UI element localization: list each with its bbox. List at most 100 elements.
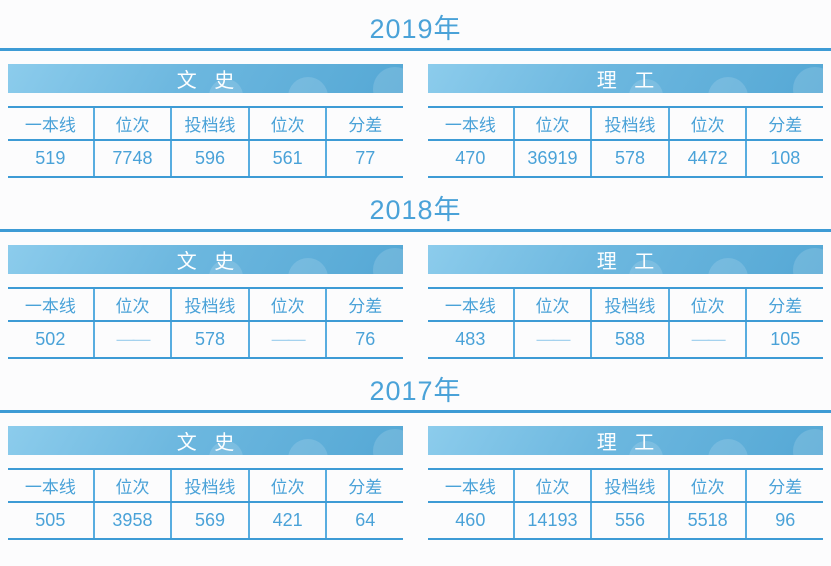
category-title: 理 工 [596, 70, 661, 92]
bubble-decoration [629, 260, 664, 274]
bubble-decoration [629, 79, 664, 93]
value-cell: 5518 [670, 503, 748, 538]
score-table-liberal-arts: 文 史 一本线 位次 投档线 位次 分差 505 3958 569 421 64 [8, 426, 403, 540]
year-section-2017: 2017年 文 史 一本线 位次 投档线 位次 分差 505 3958 [0, 362, 831, 540]
column-header-cell: 分差 [348, 116, 383, 135]
value-cell: 105 [770, 329, 801, 349]
value-cell: 470 [428, 141, 515, 176]
category-title: 理 工 [596, 432, 661, 454]
column-header-cell: 位次 [670, 108, 748, 139]
column-header-cell: 位次 [670, 289, 748, 320]
score-grid: 一本线 位次 投档线 位次 分差 460 14193 556 5518 96 [428, 468, 823, 540]
category-header-bar: 文 史 [8, 426, 403, 455]
bubble-decoration [373, 67, 403, 93]
header-row: 一本线 位次 投档线 位次 分差 [8, 108, 403, 141]
value-row: 505 3958 569 421 64 [8, 503, 403, 538]
value-cell: 36919 [515, 141, 593, 176]
column-header-cell: 投档线 [592, 470, 670, 501]
column-header-cell: 分差 [768, 297, 803, 316]
column-header-cell: 一本线 [428, 108, 515, 139]
value-cell: 556 [592, 503, 670, 538]
value-cell: 64 [355, 510, 376, 530]
score-table-liberal-arts: 文 史 一本线 位次 投档线 位次 分差 519 7748 596 561 77 [8, 64, 403, 178]
year-title: 2018年 [369, 195, 462, 225]
value-row: 502 —— 578 —— 76 [8, 322, 403, 357]
divider-line [0, 410, 831, 413]
value-cell: 578 [592, 141, 670, 176]
bubble-decoration [373, 248, 403, 274]
column-header-cell: 位次 [250, 470, 328, 501]
value-cell: 596 [172, 141, 250, 176]
category-header-bar: 文 史 [8, 245, 403, 274]
value-cell: —— [515, 322, 593, 357]
bubble-decoration [793, 67, 823, 93]
column-header-cell: 分差 [768, 116, 803, 135]
divider-line [0, 229, 831, 232]
column-header-cell: 位次 [515, 289, 593, 320]
score-table-science: 理 工 一本线 位次 投档线 位次 分差 470 36919 578 4472 … [428, 64, 823, 178]
value-cell: 588 [592, 322, 670, 357]
bubble-decoration [373, 429, 403, 455]
value-cell: 502 [8, 322, 95, 357]
column-header-cell: 一本线 [8, 108, 95, 139]
category-title: 文 史 [176, 251, 241, 273]
value-cell: 519 [8, 141, 95, 176]
value-cell: 4472 [670, 141, 748, 176]
tables-row: 文 史 一本线 位次 投档线 位次 分差 502 —— 578 —— 76 [0, 245, 831, 359]
value-cell: 460 [428, 503, 515, 538]
year-section-2019: 2019年 文 史 一本线 位次 投档线 位次 分差 519 7748 [0, 0, 831, 178]
value-cell: 578 [172, 322, 250, 357]
column-header-cell: 投档线 [172, 289, 250, 320]
bubble-decoration [288, 77, 329, 93]
header-row: 一本线 位次 投档线 位次 分差 [8, 470, 403, 503]
value-row: 483 —— 588 —— 105 [428, 322, 823, 357]
column-header-cell: 位次 [250, 108, 328, 139]
value-cell: 76 [355, 329, 376, 349]
value-cell: 483 [428, 322, 515, 357]
bubble-decoration [708, 439, 749, 455]
tables-row: 文 史 一本线 位次 投档线 位次 分差 519 7748 596 561 77 [0, 64, 831, 178]
divider-line [0, 48, 831, 51]
value-cell: 14193 [515, 503, 593, 538]
header-row: 一本线 位次 投档线 位次 分差 [428, 470, 823, 503]
value-cell: 96 [775, 510, 796, 530]
score-grid: 一本线 位次 投档线 位次 分差 470 36919 578 4472 108 [428, 106, 823, 178]
value-cell: 421 [250, 503, 328, 538]
value-cell: 77 [355, 148, 376, 168]
year-title: 2019年 [369, 14, 462, 44]
column-header-cell: 投档线 [592, 289, 670, 320]
score-grid: 一本线 位次 投档线 位次 分差 502 —— 578 —— 76 [8, 287, 403, 359]
value-cell: —— [670, 322, 748, 357]
value-cell: —— [250, 322, 328, 357]
tables-row: 文 史 一本线 位次 投档线 位次 分差 505 3958 569 421 64 [0, 426, 831, 540]
column-header-cell: 位次 [95, 470, 173, 501]
column-header-cell: 位次 [515, 108, 593, 139]
column-header-cell: 位次 [515, 470, 593, 501]
bubble-decoration [209, 79, 244, 93]
column-header-cell: 分差 [348, 478, 383, 497]
bubble-decoration [209, 441, 244, 455]
column-header-cell: 一本线 [428, 470, 515, 501]
bubble-decoration [288, 439, 329, 455]
column-header-cell: 分差 [768, 478, 803, 497]
year-section-2018: 2018年 文 史 一本线 位次 投档线 位次 分差 502 —— [0, 181, 831, 359]
category-header-bar: 理 工 [428, 245, 823, 274]
column-header-cell: 投档线 [172, 108, 250, 139]
bubble-decoration [793, 248, 823, 274]
column-header-cell: 投档线 [172, 470, 250, 501]
category-header-bar: 理 工 [428, 426, 823, 455]
value-cell: 3958 [95, 503, 173, 538]
column-header-cell: 位次 [250, 289, 328, 320]
value-cell: 108 [770, 148, 801, 168]
bubble-decoration [793, 429, 823, 455]
score-grid: 一本线 位次 投档线 位次 分差 505 3958 569 421 64 [8, 468, 403, 540]
value-row: 470 36919 578 4472 108 [428, 141, 823, 176]
value-row: 519 7748 596 561 77 [8, 141, 403, 176]
column-header-cell: 位次 [95, 289, 173, 320]
column-header-cell: 位次 [670, 470, 748, 501]
bubble-decoration [708, 77, 749, 93]
category-title: 理 工 [596, 251, 661, 273]
category-header-bar: 理 工 [428, 64, 823, 93]
category-title: 文 史 [176, 432, 241, 454]
score-table-science: 理 工 一本线 位次 投档线 位次 分差 460 14193 556 5518 … [428, 426, 823, 540]
